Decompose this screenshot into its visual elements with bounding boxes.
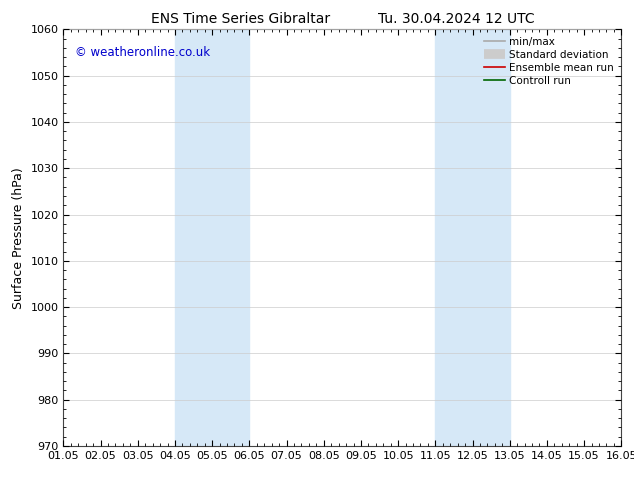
Bar	[436, 29, 510, 446]
Text: ENS Time Series Gibraltar: ENS Time Series Gibraltar	[152, 12, 330, 26]
Legend: min/max, Standard deviation, Ensemble mean run, Controll run: min/max, Standard deviation, Ensemble me…	[480, 32, 618, 90]
Text: © weatheronline.co.uk: © weatheronline.co.uk	[75, 46, 210, 59]
Text: Tu. 30.04.2024 12 UTC: Tu. 30.04.2024 12 UTC	[378, 12, 535, 26]
Bar	[175, 29, 249, 446]
Y-axis label: Surface Pressure (hPa): Surface Pressure (hPa)	[12, 167, 25, 309]
